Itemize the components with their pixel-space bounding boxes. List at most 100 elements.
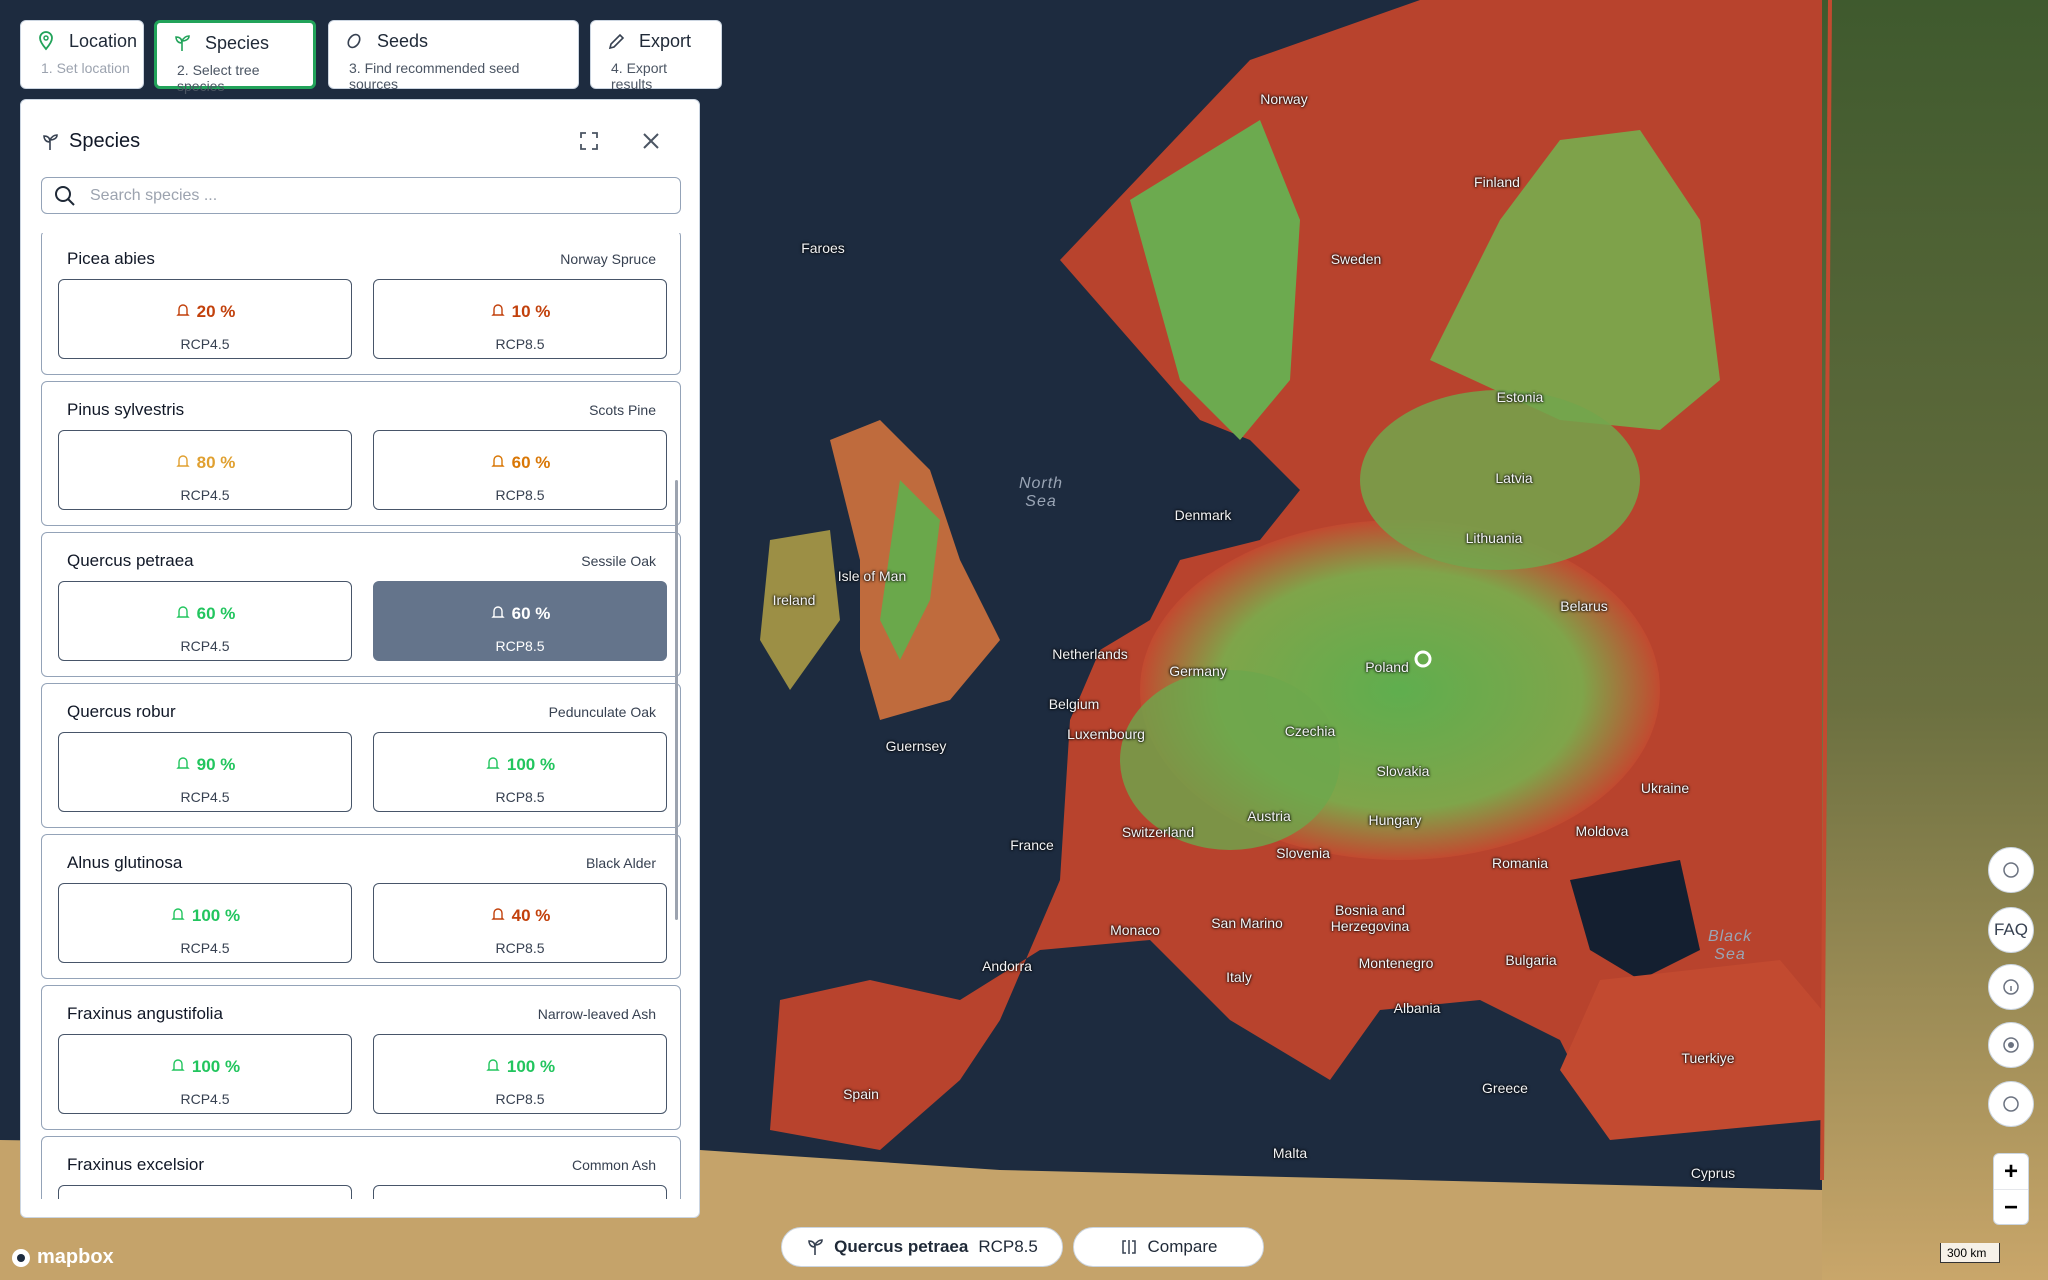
- target-icon: [2003, 1037, 2019, 1053]
- scenario-box[interactable]: [373, 1185, 667, 1199]
- species-card[interactable]: Picea abies Norway Spruce 20 % RCP4.5 10 % RC…: [41, 233, 681, 375]
- map-label: Moldova: [1575, 823, 1629, 839]
- suitability-value: 100 %: [374, 1057, 666, 1077]
- compare-button[interactable]: Compare: [1073, 1227, 1264, 1267]
- scenario-box[interactable]: 100 % RCP4.5: [58, 883, 352, 963]
- chat-icon: [2003, 862, 2019, 878]
- bell-icon: [490, 606, 505, 618]
- pencil-icon: [608, 33, 625, 50]
- map-label: Monaco: [1110, 922, 1160, 938]
- map-label: North Sea: [1018, 475, 1064, 510]
- scenario-box[interactable]: 60 % RCP8.5: [373, 430, 667, 510]
- tab-location[interactable]: Location 1. Set location: [20, 20, 144, 89]
- zoom-out[interactable]: −: [2003, 1194, 2018, 1221]
- scenario-box[interactable]: 60 % RCP8.5: [373, 581, 667, 661]
- species-card[interactable]: Pinus sylvestris Scots Pine 80 % RCP4.5 60 %…: [41, 381, 681, 526]
- species-card[interactable]: Fraxinus angustifolia Narrow-leaved Ash 10…: [41, 985, 681, 1130]
- map-label: Belarus: [1560, 598, 1608, 614]
- bell-icon: [490, 455, 505, 467]
- species-name: Pinus sylvestris: [67, 400, 185, 419]
- compare-label: Compare: [1147, 1237, 1218, 1256]
- seed-icon: [347, 33, 361, 49]
- scenario-box[interactable]: 100 % RCP4.5: [58, 1034, 352, 1114]
- map-label: Denmark: [1174, 507, 1232, 523]
- map-label: Guernsey: [885, 738, 947, 754]
- tab-export[interactable]: Export 4. Export results: [590, 20, 722, 92]
- species-name: Picea abies: [67, 249, 155, 268]
- search-placeholder: Search species ...: [90, 187, 218, 204]
- map-label: Greece: [1482, 1080, 1528, 1096]
- mapbox-logo[interactable]: mapbox: [10, 1246, 114, 1269]
- zoom-in[interactable]: +: [1994, 1154, 2028, 1190]
- close-button[interactable]: [641, 131, 661, 151]
- tab-seeds[interactable]: Seeds 3. Find recommended seed sources: [328, 20, 579, 92]
- scenario-box[interactable]: [58, 1185, 352, 1199]
- scenario-label: RCP8.5: [495, 336, 545, 352]
- species-card[interactable]: Fraxinus excelsior Common Ash: [41, 1136, 681, 1199]
- selection-pill[interactable]: Quercus petraea RCP8.5: [781, 1227, 1063, 1267]
- scenario-box[interactable]: 40 % RCP8.5: [373, 883, 667, 963]
- scale-bar: 300 km: [1940, 1243, 2000, 1263]
- species-card[interactable]: Quercus petraea Sessile Oak 60 % RCP4.5 60 %…: [41, 532, 681, 677]
- scenario-label: RCP8.5: [495, 1091, 545, 1107]
- map-label: Norway: [1260, 91, 1308, 107]
- compare-icon: [1121, 1240, 1136, 1254]
- locate-button[interactable]: [1988, 1022, 2034, 1068]
- bell-icon: [175, 304, 190, 316]
- species-name: Alnus glutinosa: [67, 853, 183, 872]
- bell-icon: [171, 1059, 185, 1071]
- suitability-value: 60 %: [59, 604, 351, 624]
- search-input[interactable]: Search species ...: [41, 177, 681, 214]
- bell-icon: [490, 304, 505, 316]
- map-label: Black Sea: [1707, 928, 1753, 963]
- map-label: Sweden: [1330, 251, 1382, 267]
- map-label: France: [1010, 837, 1054, 853]
- faq-button[interactable]: FAQ: [1988, 907, 2034, 953]
- map-label: Belgium: [1048, 696, 1100, 712]
- logo-icon: [12, 1248, 30, 1267]
- tab-subtitle: 4. Export results: [611, 60, 668, 92]
- tab-species[interactable]: Species 2. Select tree species: [154, 20, 316, 94]
- species-card[interactable]: Quercus robur Pedunculate Oak 90 % RCP4.5 10…: [41, 683, 681, 828]
- scenario-label: RCP4.5: [180, 1091, 230, 1107]
- scenario-label: RCP4.5: [180, 487, 230, 503]
- suitability-value: 90 %: [59, 755, 351, 775]
- map-label: Tuerkiye: [1681, 1050, 1735, 1066]
- scenario-box[interactable]: 100 % RCP8.5: [373, 732, 667, 812]
- scenario-label: RCP4.5: [180, 940, 230, 956]
- feedback-button[interactable]: [1988, 847, 2034, 893]
- tab-subtitle: 3. Find recommended seed sources: [349, 60, 520, 92]
- common-name: Narrow-leaved Ash: [537, 1006, 656, 1022]
- scenario-label: RCP8.5: [495, 940, 545, 956]
- expand-button[interactable]: [579, 131, 599, 151]
- species-name: Quercus petraea: [67, 551, 194, 570]
- palette-icon: [2003, 1096, 2019, 1112]
- scenario-box[interactable]: 100 % RCP8.5: [373, 1034, 667, 1114]
- bell-icon: [490, 908, 505, 920]
- species-name: Quercus robur: [67, 702, 176, 721]
- sprout-icon: [808, 1239, 823, 1255]
- scenario-box[interactable]: 90 % RCP4.5: [58, 732, 352, 812]
- suitability-value: 40 %: [374, 906, 666, 926]
- common-name: Norway Spruce: [560, 251, 656, 267]
- scenario-box[interactable]: 20 % RCP4.5: [58, 279, 352, 359]
- species-card[interactable]: Alnus glutinosa Black Alder 100 % RCP4.5 40 …: [41, 834, 681, 979]
- map-label: Hungary: [1368, 812, 1422, 828]
- scenario-label: RCP8.5: [495, 487, 545, 503]
- scenario-box[interactable]: 10 % RCP8.5: [373, 279, 667, 359]
- species-name: Fraxinus excelsior: [67, 1155, 204, 1174]
- scenario-label: RCP4.5: [180, 638, 230, 654]
- tab-subtitle: 2. Select tree species: [177, 62, 260, 94]
- selected-species: Quercus petraea: [834, 1237, 969, 1256]
- bell-icon: [171, 908, 185, 920]
- common-name: Black Alder: [585, 855, 656, 871]
- scenario-box[interactable]: 60 % RCP4.5: [58, 581, 352, 661]
- zoom-control: + −: [1993, 1153, 2029, 1225]
- suitability-value: 100 %: [59, 906, 351, 926]
- map-label: Andorra: [982, 958, 1032, 974]
- info-button[interactable]: [1988, 964, 2034, 1010]
- suitability-value: 80 %: [59, 453, 351, 473]
- scenario-label: RCP4.5: [180, 336, 230, 352]
- style-button[interactable]: [1988, 1081, 2034, 1127]
- scenario-box[interactable]: 80 % RCP4.5: [58, 430, 352, 510]
